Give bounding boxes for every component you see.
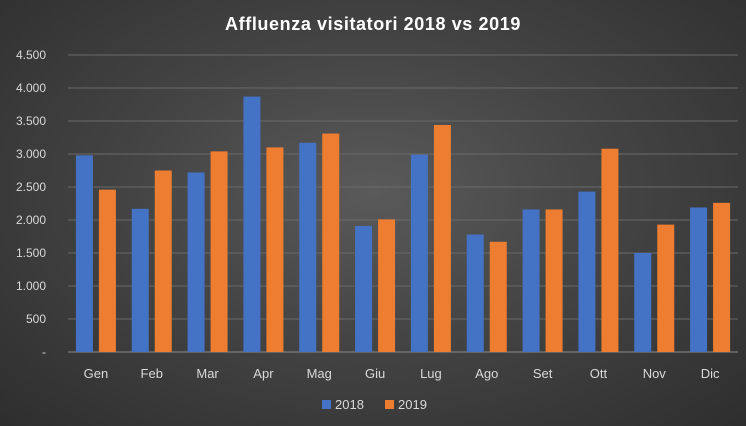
y-axis-ticks: - 500 1.000 1.500 2.000 2.500 3.000 3.500 4.000 4… [16, 48, 46, 359]
bar-2019-Mar [210, 151, 228, 352]
bar-2019-Set [545, 209, 563, 352]
legend: 2018 2019 [322, 397, 427, 412]
bar-2018-Gen [75, 155, 93, 352]
legend-label-2019: 2019 [398, 397, 427, 412]
bar-2019-Giu [378, 219, 396, 352]
bars [75, 96, 731, 353]
bar-2018-Giu [355, 225, 373, 352]
x-category-label: Apr [253, 366, 274, 381]
y-tick-label: 4.500 [16, 48, 46, 62]
bar-2019-Dic [713, 202, 731, 352]
y-tick-label: 3.000 [16, 147, 46, 161]
bar-2019-Apr [266, 147, 284, 352]
legend-label-2018: 2018 [335, 397, 364, 412]
x-category-label: Set [533, 366, 553, 381]
y-tick-label: 1.500 [16, 246, 46, 260]
x-category-label: Giu [365, 366, 385, 381]
bar-2018-Mar [187, 172, 205, 352]
bar-2018-Ott [578, 191, 596, 352]
bar-2018-Mag [299, 142, 317, 352]
bar-2018-Set [522, 209, 540, 352]
bar-2019-Ott [601, 148, 619, 352]
legend-swatch-2019 [385, 400, 394, 409]
x-category-label: Mar [196, 366, 219, 381]
bar-2019-Nov [657, 224, 675, 352]
legend-swatch-2018 [322, 400, 331, 409]
x-category-label: Mag [307, 366, 332, 381]
chart-title: Affluenza visitatori 2018 vs 2019 [225, 14, 521, 34]
x-category-label: Ott [590, 366, 608, 381]
bar-2019-Lug [433, 124, 451, 353]
y-tick-label: 1.000 [16, 279, 46, 293]
x-category-label: Gen [84, 366, 109, 381]
bar-2018-Ago [466, 234, 484, 352]
x-category-label: Dic [701, 366, 720, 381]
y-tick-label: 500 [26, 312, 46, 326]
y-tick-label: - [42, 345, 46, 359]
x-category-label: Feb [141, 366, 163, 381]
y-tick-label: 3.500 [16, 114, 46, 128]
bar-2018-Nov [634, 253, 652, 352]
x-category-label: Ago [475, 366, 498, 381]
bar-2019-Ago [489, 241, 507, 352]
bar-2018-Dic [690, 207, 708, 352]
bar-2019-Mag [322, 133, 340, 352]
bar-2018-Apr [243, 96, 261, 352]
y-tick-label: 2.000 [16, 213, 46, 227]
bar-2018-Feb [131, 208, 149, 352]
gridlines [68, 54, 738, 353]
y-tick-label: 2.500 [16, 180, 46, 194]
x-axis-categories: Gen Feb Mar Apr Mag Giu Lug Ago Set Ott Nov Dic [84, 366, 720, 381]
bar-2019-Feb [154, 170, 172, 352]
y-tick-label: 4.000 [16, 81, 46, 95]
x-category-label: Lug [420, 366, 442, 381]
x-category-label: Nov [643, 366, 667, 381]
bar-2018-Lug [410, 154, 428, 352]
bar-2019-Gen [98, 189, 116, 352]
